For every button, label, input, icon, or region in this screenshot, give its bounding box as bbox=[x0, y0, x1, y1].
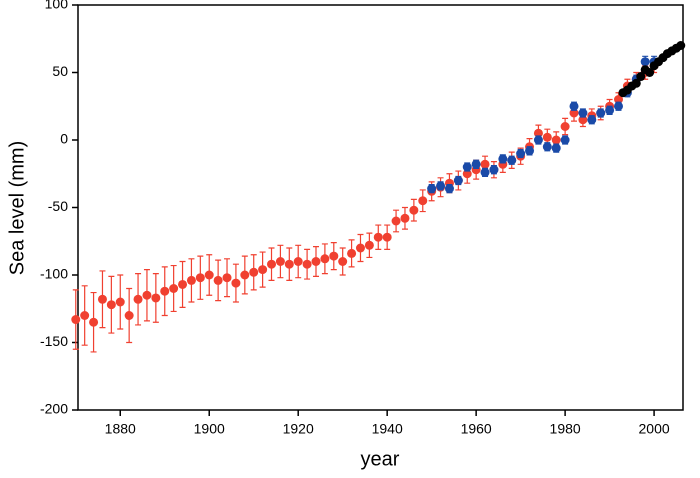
point bbox=[106, 300, 116, 310]
x-tick-label: 1880 bbox=[105, 421, 136, 437]
point bbox=[462, 162, 472, 172]
point bbox=[605, 105, 615, 115]
point bbox=[471, 159, 481, 169]
point bbox=[80, 311, 90, 320]
point bbox=[427, 184, 437, 194]
y-tick-label: -150 bbox=[40, 333, 68, 349]
point bbox=[204, 270, 214, 280]
point bbox=[418, 196, 428, 206]
point bbox=[293, 257, 303, 266]
point bbox=[480, 159, 490, 169]
point bbox=[71, 315, 81, 325]
point bbox=[391, 216, 401, 226]
y-tick-label: 50 bbox=[52, 63, 68, 79]
point bbox=[631, 78, 641, 88]
x-tick-label: 2000 bbox=[639, 421, 670, 437]
point bbox=[551, 135, 561, 145]
point bbox=[444, 184, 454, 194]
y-tick-label: -100 bbox=[40, 266, 68, 282]
point bbox=[613, 101, 623, 111]
point bbox=[542, 132, 552, 142]
point bbox=[275, 257, 285, 266]
point bbox=[525, 146, 535, 156]
point bbox=[329, 251, 339, 261]
point bbox=[480, 167, 490, 177]
point bbox=[400, 213, 410, 223]
point bbox=[382, 232, 392, 242]
point bbox=[169, 284, 179, 293]
point bbox=[97, 294, 107, 304]
x-tick-label: 1920 bbox=[283, 421, 314, 437]
point bbox=[186, 275, 196, 285]
plot-frame bbox=[77, 4, 684, 411]
point bbox=[355, 243, 365, 253]
point bbox=[302, 259, 312, 269]
point bbox=[542, 142, 552, 152]
y-axis-title: Sea level (mm) bbox=[6, 141, 28, 275]
point bbox=[160, 286, 170, 296]
point bbox=[560, 122, 570, 131]
point bbox=[640, 57, 650, 67]
y-tick-label: -200 bbox=[40, 401, 68, 417]
y-tick-label: 100 bbox=[45, 0, 69, 12]
point bbox=[373, 232, 383, 242]
point bbox=[338, 257, 348, 266]
point bbox=[231, 278, 241, 288]
point bbox=[320, 254, 330, 264]
point bbox=[409, 205, 419, 215]
point bbox=[436, 181, 446, 191]
point bbox=[569, 101, 579, 111]
point bbox=[578, 108, 588, 118]
point bbox=[258, 265, 268, 275]
y-tick-label: 0 bbox=[60, 131, 68, 147]
point bbox=[311, 257, 321, 266]
point bbox=[636, 72, 646, 82]
point bbox=[596, 108, 606, 118]
point bbox=[142, 290, 152, 300]
point bbox=[267, 259, 277, 269]
point bbox=[645, 68, 655, 77]
point bbox=[676, 41, 686, 50]
point bbox=[213, 275, 223, 285]
point bbox=[498, 154, 508, 164]
point bbox=[560, 135, 570, 145]
point bbox=[178, 279, 188, 289]
point bbox=[364, 240, 374, 250]
x-tick-label: 1980 bbox=[550, 421, 581, 437]
point bbox=[284, 259, 294, 269]
point bbox=[115, 297, 125, 307]
x-tick-label: 1960 bbox=[461, 421, 492, 437]
x-axis-title: year bbox=[361, 448, 400, 470]
point bbox=[347, 248, 357, 258]
point bbox=[195, 273, 205, 283]
x-tick-label: 1940 bbox=[372, 421, 403, 437]
point bbox=[249, 267, 259, 277]
point bbox=[507, 155, 517, 165]
point bbox=[533, 135, 543, 145]
point bbox=[222, 273, 232, 283]
point bbox=[551, 143, 561, 153]
point bbox=[89, 317, 99, 327]
x-tick-label: 1900 bbox=[194, 421, 225, 437]
point bbox=[453, 176, 463, 185]
point bbox=[516, 149, 526, 158]
y-tick-label: -50 bbox=[48, 198, 68, 214]
point bbox=[587, 115, 597, 125]
point bbox=[240, 270, 250, 280]
point bbox=[151, 293, 161, 303]
point bbox=[124, 311, 134, 320]
point bbox=[489, 165, 499, 175]
point bbox=[133, 294, 143, 304]
